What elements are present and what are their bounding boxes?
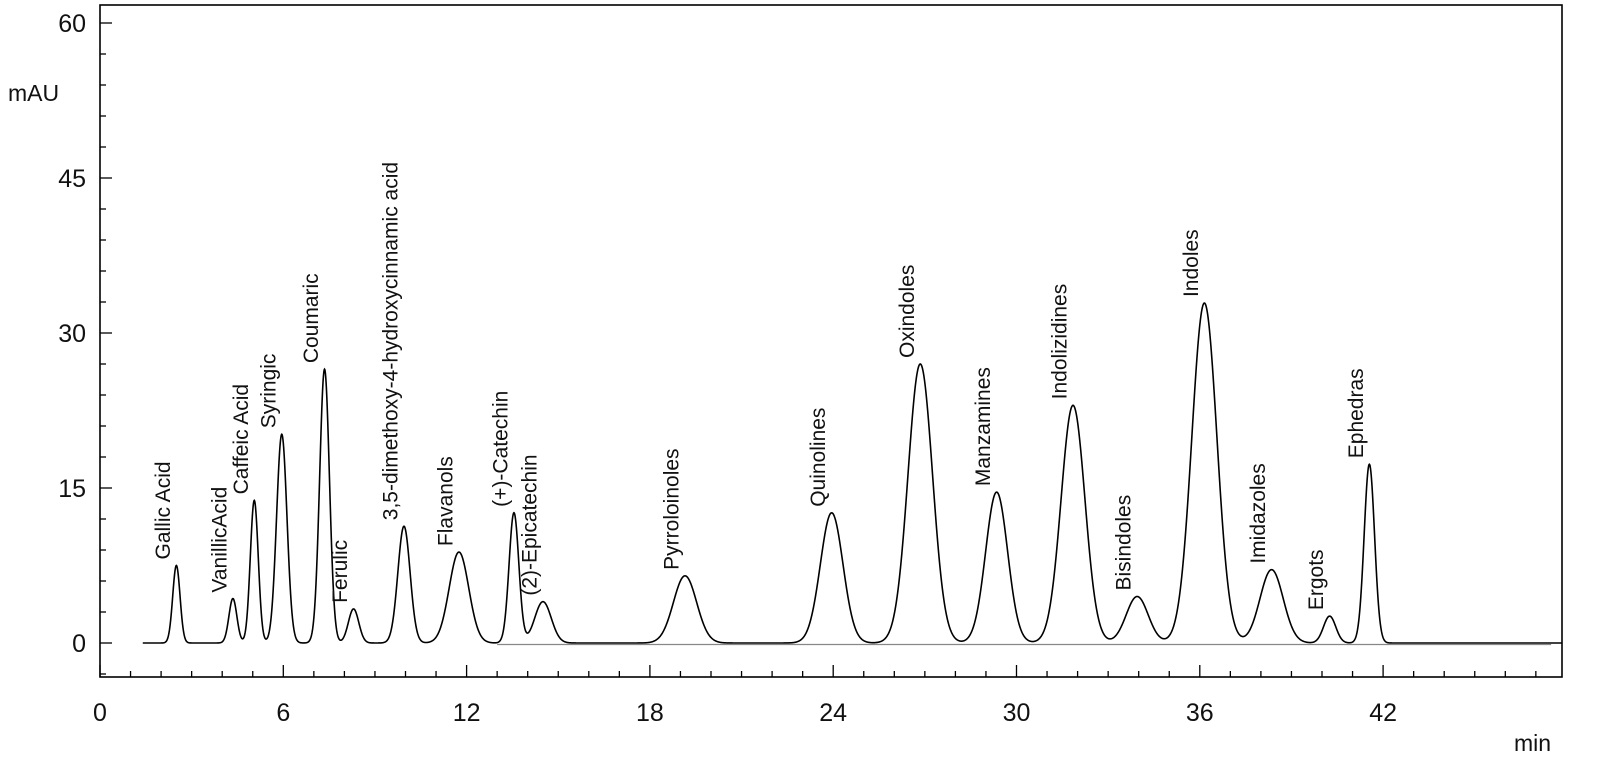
chromatogram-trace — [142, 302, 1562, 644]
peak-label: Imidazoles — [1247, 463, 1270, 563]
y-axis-title: mAU — [8, 80, 59, 106]
y-tick-label: 45 — [58, 165, 86, 193]
y-tick-label: 0 — [72, 630, 86, 658]
peak-label: Ferulic — [329, 540, 352, 603]
peak-label: VanillicAcid — [208, 487, 231, 593]
peak-label: Syringic — [257, 354, 280, 429]
peak-label: Bisindoles — [1113, 495, 1136, 591]
peak-label: Quinolines — [807, 408, 830, 507]
x-tick-label: 36 — [1186, 699, 1214, 727]
peak-label: Gallic Acid — [152, 461, 175, 559]
y-tick-label: 30 — [58, 320, 86, 348]
peak-label: Indoles — [1180, 229, 1203, 297]
y-axis-ticks: 0 15 30 45 60 — [58, 10, 112, 675]
y-tick-label: 15 — [58, 475, 86, 503]
x-tick-label: 30 — [1003, 699, 1031, 727]
peak-label: Manzamines — [972, 367, 995, 486]
y-tick-label: 60 — [58, 10, 86, 38]
peak-label: Ephedras — [1345, 368, 1368, 458]
peak-label: Pyrroloinoles — [661, 448, 684, 569]
peak-label: Indolizidines — [1049, 284, 1072, 400]
x-tick-label: 42 — [1369, 699, 1397, 727]
peak-label: Coumaric — [300, 273, 323, 363]
x-tick-label: 6 — [276, 699, 290, 727]
x-tick-label: 12 — [453, 699, 481, 727]
x-axis-ticks: 0 6 12 18 24 30 36 42 — [93, 665, 1537, 727]
peak-label: (2)-Epicatechin — [519, 454, 542, 595]
peak-label: Oxindoles — [896, 265, 919, 358]
peak-label: Ergots — [1305, 549, 1328, 610]
x-tick-label: 18 — [636, 699, 664, 727]
x-axis-title: min — [1514, 730, 1551, 756]
peak-label: (+)-Catechin — [489, 391, 512, 507]
peak-label: Caffeic Acid — [230, 384, 253, 495]
peak-label: 3,5-dimethoxy-4-hydroxycinnamic acid — [380, 162, 403, 520]
x-tick-label: 24 — [819, 699, 847, 727]
peak-label: Flavanols — [435, 456, 458, 546]
x-tick-label: 0 — [93, 699, 107, 727]
plot-frame — [99, 4, 1563, 678]
